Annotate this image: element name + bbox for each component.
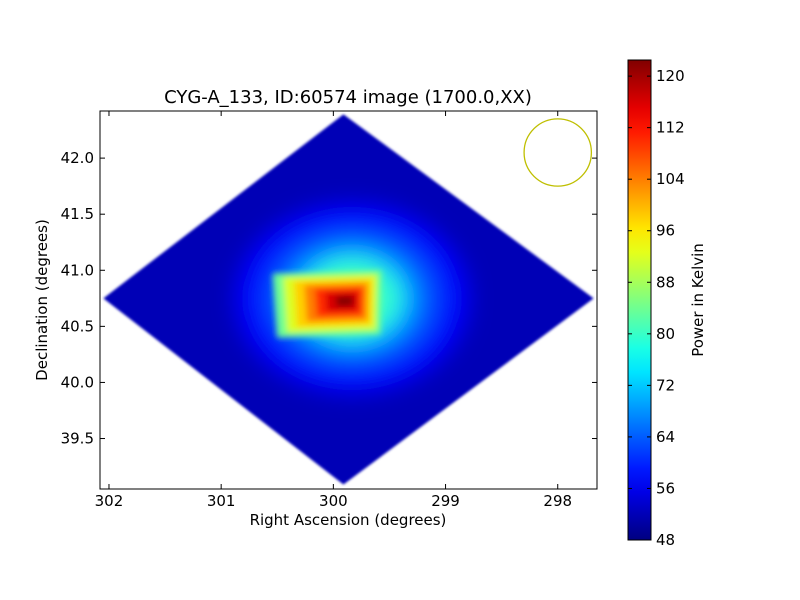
colorbar-ticks: 48 56 64 72 80 88 96 104 112 120 [628, 67, 685, 549]
x-tick-label: 298 [543, 492, 572, 510]
core-level [335, 295, 354, 307]
x-tick-label: 300 [319, 492, 348, 510]
beam-circle [523, 118, 593, 187]
colorbar-tick-label: 72 [656, 376, 675, 394]
colorbar-tick-label: 48 [656, 531, 675, 549]
x-axis-label: Right Ascension (degrees) [250, 511, 447, 529]
colorbar-tick-label: 96 [656, 222, 675, 240]
colorbar-gradient [627, 59, 652, 541]
colorbar-tick-label: 104 [656, 170, 685, 188]
colorbar-tick-label: 56 [656, 479, 675, 497]
colorbar-tick-label: 112 [656, 119, 685, 137]
x-axis: 302 301 300 299 298 [95, 111, 572, 510]
colorbar-label: Power in Kelvin [689, 243, 707, 357]
y-tick-label: 40.0 [61, 373, 94, 391]
y-axis: 39.5 40.0 40.5 41.0 41.5 42.0 [61, 149, 597, 448]
colorbar-tick-label: 80 [656, 325, 675, 343]
plot-frame [99, 110, 598, 490]
y-tick-label: 39.5 [61, 430, 94, 448]
colorbar-tick-label: 64 [656, 428, 675, 446]
plot-area [103, 114, 594, 485]
source-core [272, 270, 382, 338]
colorbar-tick-label: 88 [656, 273, 675, 291]
colorbar: 48 56 64 72 80 88 96 104 112 120 Power in Kelvin [627, 59, 707, 549]
y-tick-label: 40.5 [61, 317, 94, 335]
colorbar-tick-label: 120 [656, 67, 685, 85]
chart-title: CYG-A_133, ID:60574 image (1700.0,XX) [164, 87, 532, 108]
x-tick-label: 299 [431, 492, 460, 510]
x-tick-label: 301 [207, 492, 236, 510]
x-tick-label: 302 [95, 492, 124, 510]
coverage-region [103, 114, 594, 485]
y-axis-label: Declination (degrees) [33, 219, 51, 381]
y-tick-label: 42.0 [61, 149, 94, 167]
y-tick-label: 41.0 [61, 261, 94, 279]
y-tick-label: 41.5 [61, 205, 94, 223]
